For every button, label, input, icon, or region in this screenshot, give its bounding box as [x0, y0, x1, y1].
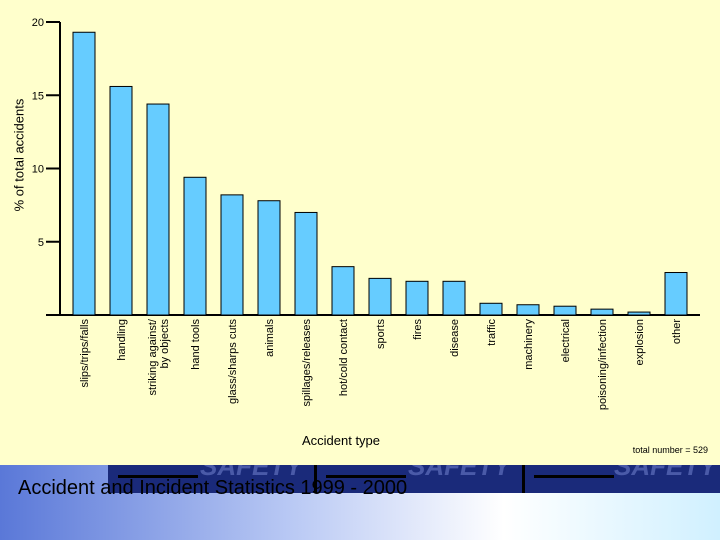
x-tick-label: fires — [412, 319, 424, 340]
bar — [553, 305, 577, 316]
x-tick-label: glass/sharps cuts — [227, 319, 239, 404]
banner-strip-bar — [534, 475, 614, 478]
bar — [405, 280, 429, 316]
banner-strip: SAFETY SAFETY SAFETY — [108, 465, 720, 493]
bar-chart: 5 10 15 20 slips/trips/falls handling striking… — [11, 17, 709, 455]
y-tick-label: 10 — [32, 164, 44, 176]
x-tick-label: explosion — [634, 319, 646, 365]
x-axis-label: Accident type — [301, 433, 381, 448]
bar — [442, 280, 466, 316]
x-tick-label: striking against/by objects — [147, 318, 171, 395]
banner-strip-divider — [314, 465, 317, 493]
bar — [257, 200, 281, 316]
y-tick-label: 5 — [38, 237, 44, 249]
x-tick-label: machinery — [523, 319, 535, 370]
x-tick-label: sports — [375, 319, 387, 349]
bar — [331, 266, 355, 316]
banner-strip-word: SAFETY — [200, 465, 303, 481]
bar — [146, 103, 170, 316]
bar — [627, 311, 651, 316]
bar — [479, 302, 503, 316]
x-tick-label: slips/trips/falls — [79, 319, 91, 388]
slide-banner: SAFETY SAFETY SAFETY Accident and Incide… — [0, 465, 720, 540]
x-tick-label: traffic — [486, 319, 498, 346]
bar — [109, 85, 133, 316]
banner-strip-divider — [522, 465, 525, 493]
x-tick-label: disease — [449, 319, 461, 357]
x-tick-label: spillages/releases — [301, 319, 313, 407]
x-tick-label: hot/cold contact — [338, 319, 350, 396]
bar — [294, 211, 318, 316]
banner-strip-bar — [326, 475, 406, 478]
total-number-annotation: total number = 529 — [632, 445, 708, 455]
banner-strip-bar — [118, 475, 198, 478]
y-axis-label: % of total accidents — [11, 98, 27, 212]
bar — [664, 272, 688, 316]
bar — [368, 277, 392, 316]
x-tick-label: electrical — [560, 319, 572, 362]
chart-canvas: 5 10 15 20 slips/trips/falls handling striking… — [32, 17, 700, 410]
banner-strip-word: SAFETY — [408, 465, 511, 481]
x-tick-label: other — [671, 319, 683, 344]
bar — [220, 194, 244, 316]
x-tick-label: handling — [116, 319, 128, 361]
y-tick-label: 15 — [32, 90, 44, 102]
y-tick-label: 20 — [32, 17, 44, 29]
x-tick-label: hand tools — [190, 319, 202, 370]
bar — [183, 176, 207, 316]
bar — [516, 304, 540, 316]
bar — [590, 308, 614, 316]
slide-title: Accident and Incident Statistics 1999 - … — [18, 477, 408, 499]
x-tick-label: poisoning/infection — [597, 319, 609, 410]
banner-strip-word: SAFETY — [614, 465, 717, 481]
bar — [72, 31, 96, 316]
x-tick-label: animals — [264, 319, 276, 357]
